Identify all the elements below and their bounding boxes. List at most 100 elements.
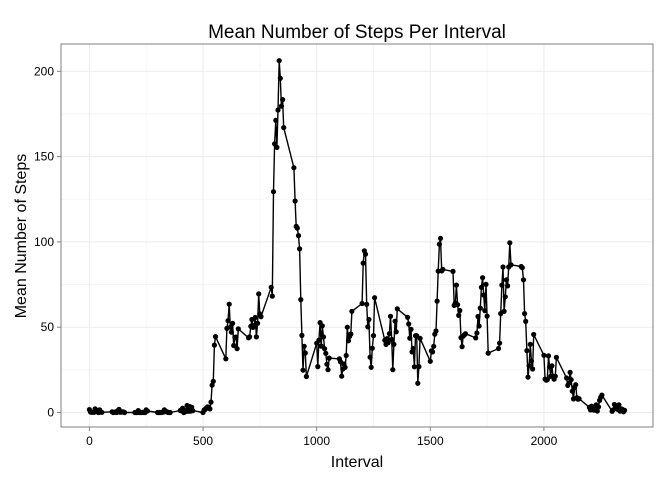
data-point: [430, 349, 436, 355]
data-point: [209, 382, 215, 388]
data-point: [599, 392, 605, 398]
data-point: [508, 262, 514, 268]
data-point: [456, 312, 462, 318]
data-point: [552, 373, 558, 379]
data-point: [595, 404, 602, 410]
data-point: [477, 305, 483, 311]
data-point: [569, 388, 575, 394]
data-point: [522, 311, 528, 317]
data-point: [527, 341, 533, 347]
data-point: [144, 408, 150, 414]
data-point: [530, 366, 536, 372]
data-point: [553, 354, 560, 360]
x-axis: 0 500 1000 1500 2000: [86, 427, 558, 448]
data-point: [440, 266, 446, 272]
x-tick-label: 1500: [417, 434, 444, 448]
data-point: [407, 335, 413, 341]
data-point: [427, 358, 433, 364]
data-point: [349, 308, 355, 314]
data-point: [367, 354, 373, 360]
data-point: [322, 346, 328, 352]
data-point: [408, 326, 414, 332]
data-point: [212, 334, 219, 340]
data-point: [207, 406, 213, 412]
data-point: [294, 225, 300, 231]
data-point: [389, 336, 395, 343]
data-point: [368, 364, 374, 370]
data-point: [369, 345, 375, 351]
data-point: [364, 301, 370, 307]
data-point: [481, 292, 487, 298]
data-point: [462, 331, 469, 337]
major-gridlines: [61, 44, 653, 427]
data-point: [297, 246, 303, 252]
data-point: [459, 344, 465, 350]
data-point: [233, 334, 239, 340]
data-point: [301, 343, 307, 349]
data-point: [255, 320, 261, 326]
data-point: [392, 318, 398, 324]
data-point: [473, 335, 479, 341]
data-point: [226, 301, 232, 307]
data-point: [410, 345, 416, 352]
data-point: [228, 329, 234, 335]
data-point: [343, 352, 349, 359]
data-point: [391, 341, 397, 347]
data-point: [292, 198, 298, 204]
panel-border: [60, 43, 654, 428]
data-point: [485, 350, 491, 356]
data-point: [223, 356, 229, 362]
data-point: [387, 313, 394, 319]
data-point: [167, 409, 173, 416]
data-point: [235, 326, 241, 332]
data-point: [457, 307, 463, 314]
data-point: [501, 308, 507, 314]
data-point: [480, 275, 486, 281]
data-point: [323, 350, 329, 356]
data-point: [390, 367, 396, 373]
data-point: [326, 355, 332, 361]
data-point: [519, 265, 525, 271]
data-point: [573, 382, 579, 388]
data-point: [366, 316, 372, 323]
data-point: [320, 334, 327, 340]
x-tick-label: 1000: [303, 434, 330, 448]
panel-background: [61, 44, 653, 427]
x-tick-label: 500: [193, 434, 213, 448]
data-point: [475, 313, 481, 320]
data-point: [225, 318, 231, 324]
data-point: [299, 332, 305, 338]
data-point: [208, 399, 214, 405]
data-point: [500, 264, 506, 270]
data-point: [433, 328, 439, 334]
data-point: [274, 144, 280, 150]
data-point: [295, 233, 302, 239]
data-point: [406, 321, 412, 327]
data-point: [386, 331, 392, 337]
data-point: [594, 408, 600, 414]
data-point: [99, 409, 105, 415]
data-point: [230, 320, 236, 326]
data-point: [616, 402, 622, 408]
data-point: [300, 367, 306, 373]
data-point: [541, 352, 547, 358]
data-point: [256, 291, 262, 297]
data-point: [302, 350, 308, 356]
data-point: [434, 298, 440, 304]
x-tick-label: 2000: [531, 434, 558, 448]
data-point: [298, 297, 304, 303]
y-tick-label: 150: [34, 150, 54, 164]
data-point: [348, 331, 354, 337]
data-point: [394, 306, 400, 312]
data-point: [405, 314, 411, 320]
data-point: [315, 364, 321, 370]
data-point: [524, 348, 530, 354]
data-point: [453, 282, 459, 288]
data-point: [411, 364, 417, 370]
data-point: [455, 302, 461, 308]
data-point: [276, 58, 282, 64]
data-point: [122, 409, 128, 416]
data-point: [545, 353, 552, 359]
data-point: [507, 240, 513, 246]
